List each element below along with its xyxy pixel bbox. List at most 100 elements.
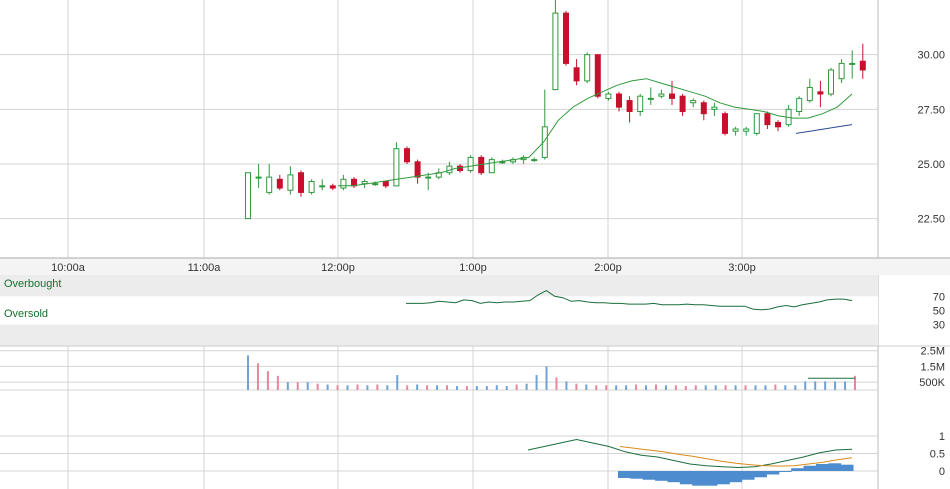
volume-tick-label: 2.5M bbox=[921, 346, 945, 358]
volume-bar bbox=[585, 384, 588, 390]
volume-bar bbox=[645, 385, 648, 390]
candle-body bbox=[626, 100, 633, 113]
price-tick-label: 22.50 bbox=[917, 214, 945, 226]
volume-bar bbox=[764, 385, 767, 390]
volume-bar bbox=[684, 386, 687, 390]
stoch-histogram-bar bbox=[791, 468, 805, 471]
candle-body bbox=[700, 102, 707, 115]
candle-body bbox=[298, 172, 304, 193]
stoch-histogram-bar bbox=[667, 471, 681, 483]
volume-bar bbox=[366, 385, 369, 390]
candle-body bbox=[690, 100, 697, 104]
candle-body bbox=[372, 183, 379, 186]
candle-body bbox=[647, 97, 654, 100]
candle-body bbox=[658, 93, 665, 97]
volume-bar bbox=[565, 381, 568, 390]
volume-bar bbox=[635, 384, 638, 390]
volume-bar bbox=[505, 386, 508, 390]
candle-body bbox=[393, 148, 400, 187]
stoch-histogram-bar bbox=[741, 471, 755, 480]
volume-bar bbox=[386, 385, 389, 390]
candle-body bbox=[732, 128, 739, 132]
volume-bar bbox=[774, 384, 777, 390]
stoch-tick-label: 0.5 bbox=[930, 449, 945, 461]
candle-body bbox=[637, 95, 644, 113]
candle-body bbox=[382, 180, 389, 187]
volume-bar bbox=[694, 385, 697, 390]
candle-body bbox=[308, 180, 315, 193]
volume-bar bbox=[276, 375, 279, 390]
moving-average-green bbox=[338, 78, 853, 187]
volume-bar bbox=[247, 355, 249, 390]
volume-bar bbox=[824, 381, 827, 390]
volume-tick-label: 500K bbox=[919, 377, 945, 389]
candle-body bbox=[605, 93, 612, 99]
moving-average-blue bbox=[795, 124, 853, 134]
price-tick-label: 27.50 bbox=[917, 104, 945, 116]
volume-bar bbox=[714, 385, 717, 390]
stoch-histogram-bar bbox=[840, 464, 854, 471]
rsi-tick-label: 50 bbox=[933, 306, 945, 318]
candle-body bbox=[711, 106, 718, 110]
candle-body bbox=[806, 86, 813, 102]
volume-bar bbox=[346, 385, 349, 390]
candle-body bbox=[743, 128, 750, 132]
stoch-histogram-bar bbox=[803, 465, 817, 471]
rsi-tick-label: 30 bbox=[933, 320, 945, 332]
stoch-histogram-bar bbox=[642, 471, 656, 480]
candle-body bbox=[859, 60, 866, 71]
stoch-line-green bbox=[527, 438, 853, 469]
volume-bar bbox=[844, 381, 847, 390]
volume-bar bbox=[495, 385, 498, 390]
volume-bar bbox=[446, 385, 449, 390]
candle-body bbox=[796, 97, 803, 113]
volume-bar bbox=[406, 385, 409, 390]
candle-body bbox=[276, 178, 283, 189]
volume-bar bbox=[316, 383, 319, 390]
volume-bar bbox=[356, 384, 359, 390]
stoch-histogram-bar bbox=[815, 464, 829, 471]
volume-bar bbox=[475, 386, 478, 390]
time-axis-strip bbox=[0, 258, 950, 275]
stoch-histogram-bar bbox=[692, 471, 706, 486]
stoch-tick-label: 0 bbox=[939, 466, 945, 478]
candle-body bbox=[319, 185, 326, 188]
stoch-histogram-bar bbox=[704, 471, 718, 486]
stoch-histogram-bar bbox=[729, 471, 743, 483]
overbought-label: Overbought bbox=[4, 278, 61, 290]
candle-body bbox=[563, 12, 569, 64]
candle-body bbox=[287, 174, 294, 191]
volume-bar bbox=[605, 385, 608, 390]
volume-bar bbox=[525, 383, 528, 390]
volume-bar bbox=[734, 385, 737, 390]
candle-body bbox=[255, 176, 262, 179]
candle-body bbox=[404, 148, 410, 163]
candle-body bbox=[828, 69, 834, 95]
volume-bar bbox=[724, 385, 727, 390]
rsi-tick-label: 70 bbox=[933, 291, 945, 303]
candle-body bbox=[552, 12, 559, 91]
stoch-histogram-bar bbox=[655, 471, 668, 481]
volume-bar bbox=[754, 385, 757, 390]
oversold-label: Oversold bbox=[4, 308, 48, 320]
time-tick-label: 3:00p bbox=[728, 262, 756, 274]
volume-bar bbox=[575, 383, 578, 390]
stoch-tick-label: 1 bbox=[939, 431, 945, 443]
volume-bar bbox=[426, 385, 429, 390]
stoch-line-orange bbox=[619, 446, 853, 467]
candle-body bbox=[340, 178, 347, 189]
stoch-histogram-bar bbox=[754, 471, 767, 478]
volume-bar bbox=[704, 385, 707, 390]
stoch-histogram-bar bbox=[828, 463, 842, 471]
volume-bar bbox=[664, 385, 667, 390]
volume-bar bbox=[455, 386, 458, 390]
volume-bar bbox=[854, 375, 856, 390]
time-tick-label: 10:00a bbox=[51, 262, 86, 274]
volume-bar bbox=[376, 384, 379, 390]
volume-bar bbox=[784, 385, 787, 390]
volume-bar bbox=[306, 382, 309, 390]
volume-tick-label: 1.5M bbox=[921, 361, 945, 373]
candle-body bbox=[266, 176, 273, 193]
candle-body bbox=[753, 113, 760, 134]
time-tick-label: 12:00p bbox=[321, 262, 355, 274]
